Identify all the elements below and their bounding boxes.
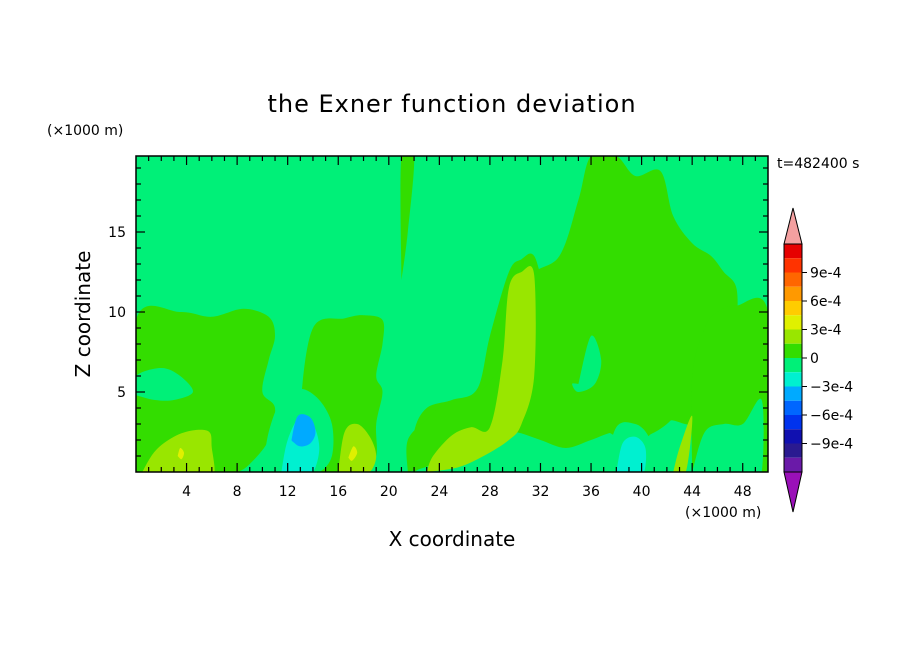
colorbar-band [784, 301, 802, 316]
contour-region [136, 368, 193, 401]
colorbar-band [784, 358, 802, 373]
contour-region [142, 429, 215, 472]
colorbar-top-triangle [783, 207, 803, 245]
chart-title: the Exner function deviation [267, 90, 636, 118]
colorbar-band [784, 443, 802, 458]
colorbar-band [784, 244, 802, 259]
y-tick-label: 10 [108, 305, 126, 321]
x-tick-label: 16 [329, 484, 347, 500]
x-tick-label: 24 [430, 484, 448, 500]
x-tick-label: 36 [582, 484, 600, 500]
colorbar-tick-label: −9e-4 [810, 437, 853, 453]
contour-region [136, 305, 276, 472]
y-tick-label: 15 [108, 225, 126, 241]
x-axis-unit: (×1000 m) [685, 505, 761, 521]
x-tick-label: 32 [532, 484, 550, 500]
contour-region [177, 447, 185, 460]
x-tick-label: 40 [633, 484, 651, 500]
colorbar-band [784, 343, 802, 358]
time-label: t=482400 s [777, 156, 859, 172]
heatmap-plot-area [136, 156, 768, 472]
contour-region [348, 446, 358, 461]
colorbar: 9e-4 6e-4 3e-4 0 −3e-4 −6e-4 −9e-4 [783, 207, 853, 513]
colorbar-band [784, 386, 802, 401]
colorbar-tick-label: 6e-4 [810, 294, 842, 310]
colorbar-band [784, 272, 802, 287]
y-axis-label: Z coordinate [71, 251, 95, 378]
contour-region [291, 414, 316, 447]
x-tick-label: 44 [683, 484, 701, 500]
x-tick-label: 12 [279, 484, 297, 500]
x-tick-label: 8 [233, 484, 242, 500]
contour-region [406, 156, 738, 472]
colorbar-bottom-triangle [783, 471, 803, 513]
y-tick-label: 5 [117, 385, 126, 401]
x-tick-label: 48 [734, 484, 752, 500]
colorbar-tick-label: −3e-4 [810, 380, 853, 396]
x-tick-label: 28 [481, 484, 499, 500]
x-tick-label: 4 [182, 484, 191, 500]
contour-region [692, 398, 764, 472]
colorbar-band [784, 315, 802, 330]
y-axis-unit: (×1000 m) [47, 123, 123, 139]
colorbar-band [784, 457, 802, 472]
contour-region [616, 436, 647, 472]
contour-region [338, 423, 377, 472]
colorbar-tick-label: −6e-4 [810, 408, 853, 424]
contour-region [673, 415, 693, 472]
contour-region [426, 265, 536, 472]
colorbar-tick-label: 3e-4 [810, 323, 842, 339]
colorbar-band [784, 329, 802, 344]
colorbar-band [784, 286, 802, 301]
colorbar-band [784, 415, 802, 430]
x-tick-label: 20 [380, 484, 398, 500]
colorbar-band [784, 258, 802, 273]
colorbar-band [784, 372, 802, 387]
colorbar-band [784, 429, 802, 444]
x-axis-label: X coordinate [389, 527, 516, 551]
contour-region [572, 335, 602, 392]
colorbar-tick-label: 9e-4 [810, 266, 842, 282]
colorbar-band [784, 400, 802, 415]
contour-region [400, 156, 415, 280]
colorbar-tick-label: 0 [810, 351, 819, 367]
